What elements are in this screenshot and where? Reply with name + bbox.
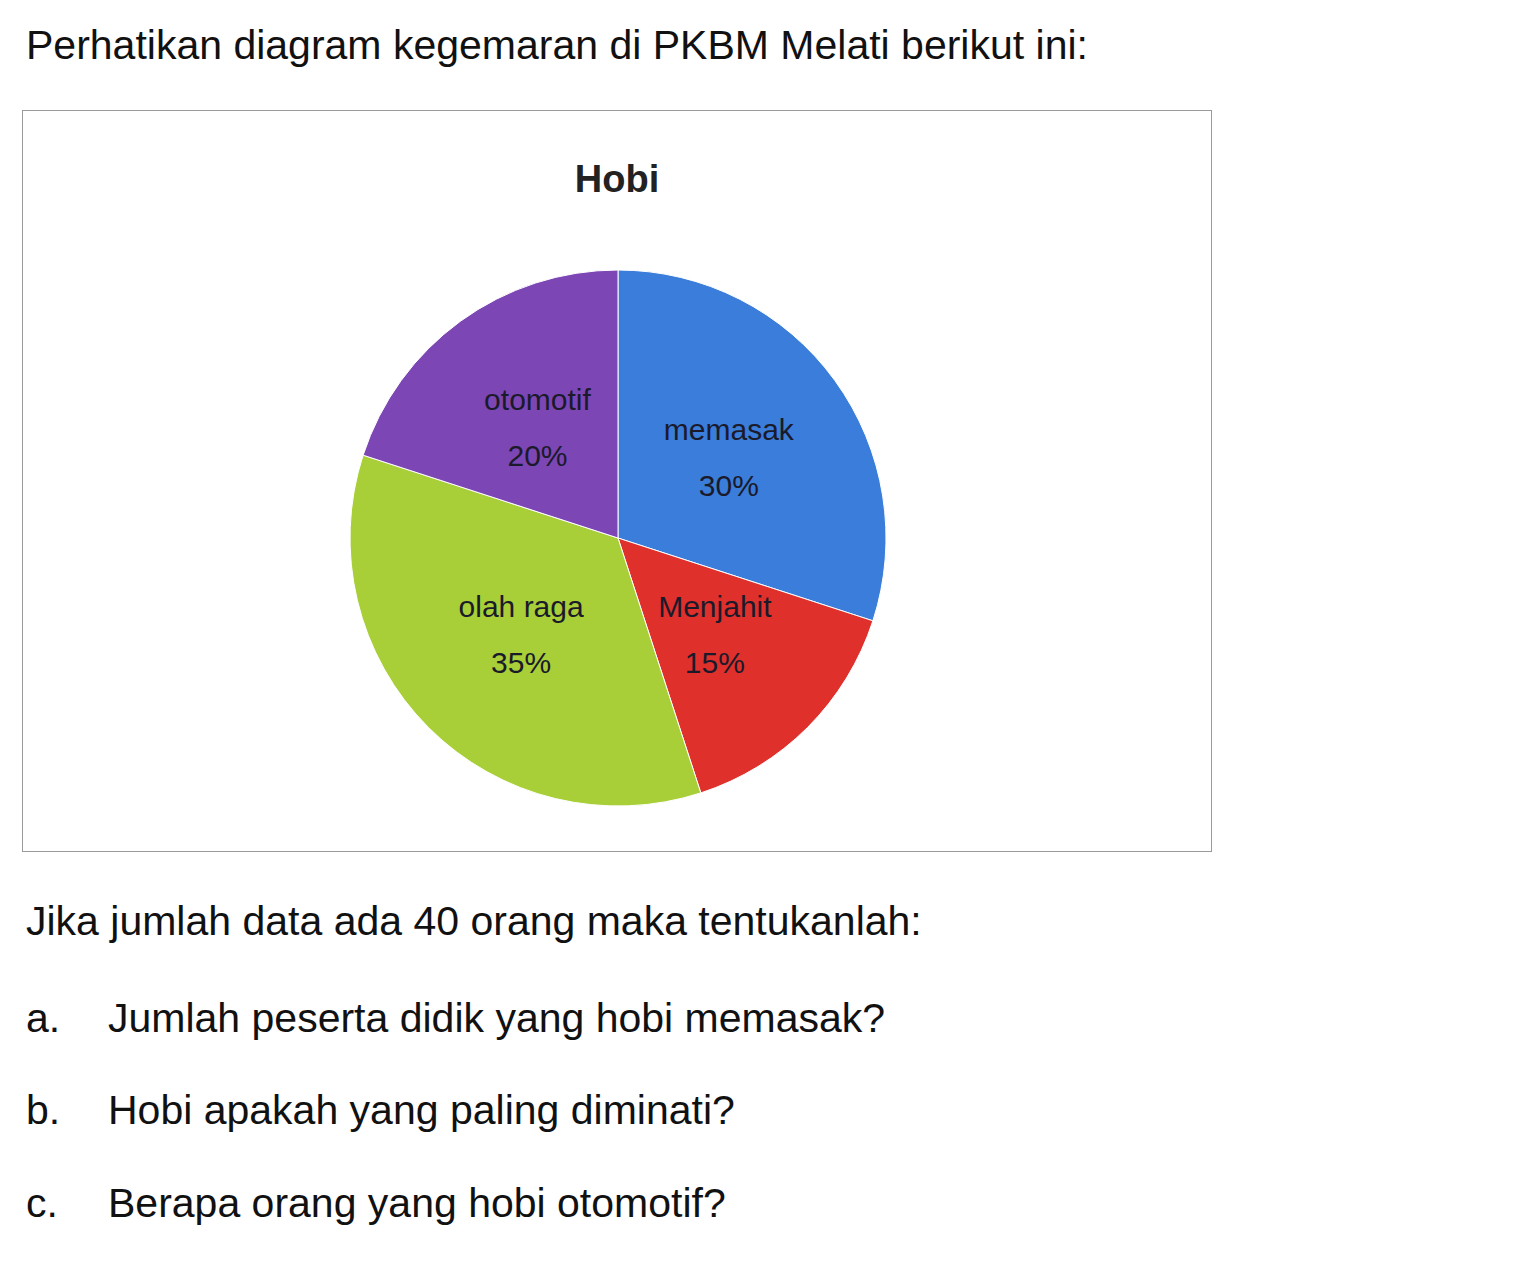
html-text:a.: a. [26, 995, 61, 1041]
html-text:Perhatikan diagram kegemaran d: Perhatikan diagram kegemaran di PKBM Mel… [26, 22, 1088, 68]
svg-text:otomotif: otomotif [484, 383, 591, 416]
html-text:Berapa orang yang hobi otomoti: Berapa orang yang hobi otomotif? [108, 1180, 726, 1226]
svg-text:Menjahit: Menjahit [658, 590, 772, 623]
svg-text:35%: 35% [491, 646, 551, 679]
svg-text:15%: 15% [685, 646, 745, 679]
html-text:b.: b. [26, 1087, 61, 1133]
html-text:c.: c. [26, 1180, 58, 1226]
html-text:Jumlah peserta didik yang hobi: Jumlah peserta didik yang hobi memasak? [108, 995, 886, 1041]
svg-text:Hobi: Hobi [575, 158, 659, 200]
svg-text:20%: 20% [507, 439, 567, 472]
svg-text:memasak: memasak [664, 413, 795, 446]
html-text:Jika jumlah data ada 40 orang: Jika jumlah data ada 40 orang maka tentu… [26, 898, 922, 944]
svg-text:30%: 30% [699, 469, 759, 502]
html-text:Hobi apakah yang paling dimina: Hobi apakah yang paling diminati? [108, 1087, 735, 1133]
svg-text:olah raga: olah raga [459, 590, 584, 623]
